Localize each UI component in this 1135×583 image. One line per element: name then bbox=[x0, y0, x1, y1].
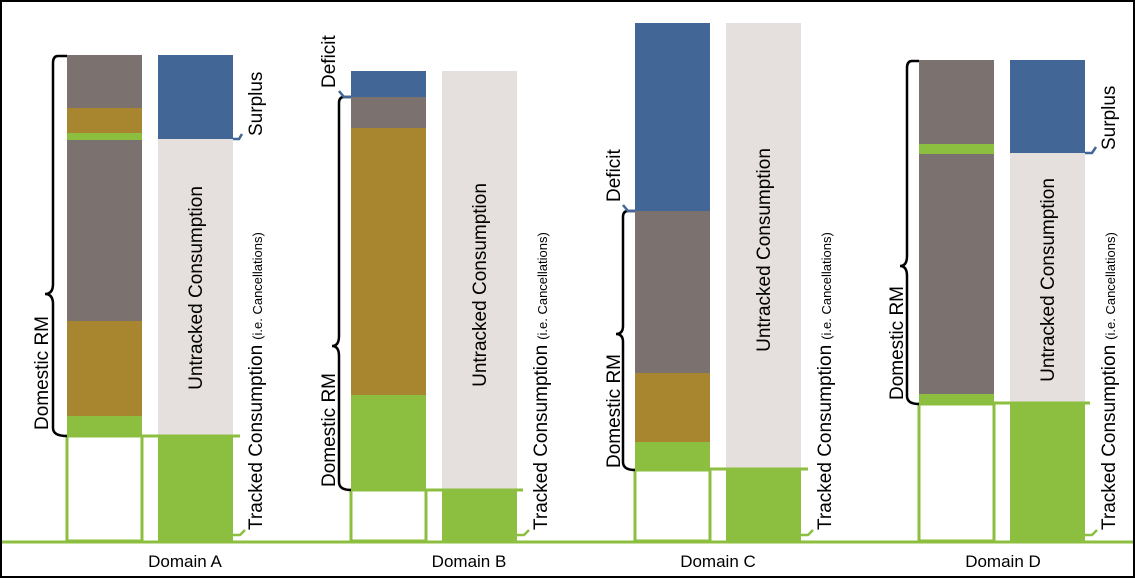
domain-d-tracked-block bbox=[1010, 403, 1085, 541]
domain-d-tracked-tick bbox=[1085, 529, 1098, 537]
domain-a-group: Domestic RM Untracked Consumption Surplu… bbox=[32, 54, 267, 571]
domain-b-rm-ochre bbox=[351, 128, 426, 395]
domain-b-deficit-block bbox=[351, 71, 426, 97]
domain-d-rm-green-thin bbox=[919, 144, 994, 154]
domain-a-tracked-main: Tracked Consumption bbox=[246, 345, 267, 530]
domain-b-tracked-note: (i.e. Cancellations) bbox=[535, 232, 550, 340]
domain-b-group: Domestic RM Deficit Untracked Consumptio… bbox=[319, 34, 552, 571]
domain-a-rm-green-bottom bbox=[67, 416, 142, 436]
domain-d-surplus-block bbox=[1010, 60, 1085, 153]
domain-a-surplus-tick bbox=[233, 133, 244, 141]
domain-d-rm-green-bottom bbox=[919, 394, 994, 404]
domain-a-tracked-block bbox=[158, 436, 233, 541]
domain-c-rm-green bbox=[635, 442, 710, 470]
domain-c-rm-bracket bbox=[615, 209, 636, 472]
domain-a-rm-ochre-bottom bbox=[67, 321, 142, 416]
domain-c-empty-box bbox=[633, 468, 712, 543]
domain-c-tracked-main: Tracked Consumption bbox=[815, 345, 836, 530]
domain-a-surplus-label: Surplus bbox=[246, 72, 267, 136]
domain-b-tracked-label: Tracked Consumption (i.e. Cancellations) bbox=[531, 232, 552, 530]
domain-c-tracked-note: (i.e. Cancellations) bbox=[819, 232, 834, 340]
domain-b-deficit-label: Deficit bbox=[319, 34, 340, 88]
domain-a-surplus-block bbox=[158, 55, 233, 139]
domain-d-untracked-block bbox=[1010, 153, 1085, 403]
domain-d-untracked-label: Untracked Consumption bbox=[1038, 178, 1059, 382]
domain-c-deficit-block bbox=[635, 23, 710, 211]
domain-a-rm-bracket bbox=[44, 54, 68, 438]
domain-c-tracked-label: Tracked Consumption (i.e. Cancellations) bbox=[815, 232, 836, 530]
domain-b-name: Domain B bbox=[432, 552, 507, 571]
domain-c-deficit-label: Deficit bbox=[604, 148, 625, 202]
domain-b-untracked-block bbox=[442, 71, 517, 490]
domain-c-tracked-block bbox=[726, 469, 801, 541]
domain-b-rm-green bbox=[351, 395, 426, 490]
domain-a-tracked-note: (i.e. Cancellations) bbox=[250, 232, 265, 340]
domain-c-untracked-block bbox=[726, 23, 801, 469]
domain-d-domestic-rm-label: Domestic RM bbox=[887, 286, 908, 400]
domain-b-rm-bracket bbox=[331, 95, 352, 492]
domain-c-tracked-tick bbox=[801, 529, 814, 537]
domain-a-domestic-rm-label: Domestic RM bbox=[32, 316, 53, 430]
domain-c-group: Domestic RM Deficit Untracked Consumptio… bbox=[604, 23, 836, 571]
domain-a-rm-gray-top bbox=[67, 55, 142, 108]
domain-d-tracked-label: Tracked Consumption (i.e. Cancellations) bbox=[1099, 232, 1120, 530]
domain-a-rm-green-thin bbox=[67, 133, 142, 140]
domain-c-rm-ochre bbox=[635, 373, 710, 442]
domain-a-tracked-label: Tracked Consumption (i.e. Cancellations) bbox=[246, 232, 267, 530]
domain-d-rm-gray-mid bbox=[919, 154, 994, 394]
domain-a-rm-gray-mid bbox=[67, 140, 142, 321]
domain-a-name: Domain A bbox=[148, 552, 222, 571]
domain-a-untracked-block bbox=[158, 139, 233, 436]
domain-b-rm-gray bbox=[351, 97, 426, 128]
domain-d-surplus-tick bbox=[1085, 146, 1098, 155]
domain-a-empty-box bbox=[65, 434, 144, 543]
domain-d-surplus-label: Surplus bbox=[1099, 86, 1120, 150]
domain-c-domestic-rm-label: Domestic RM bbox=[604, 354, 625, 468]
domain-b-empty-box bbox=[349, 488, 428, 543]
domain-b-tracked-tick bbox=[517, 529, 530, 537]
domain-a-rm-ochre-top bbox=[67, 108, 142, 133]
domain-b-domestic-rm-label: Domestic RM bbox=[319, 373, 340, 487]
domain-a-untracked-label: Untracked Consumption bbox=[186, 186, 207, 390]
domain-d-tracked-note: (i.e. Cancellations) bbox=[1103, 232, 1118, 340]
domain-d-group: Domestic RM Untracked Consumption Surplu… bbox=[887, 59, 1120, 571]
domain-a-tracked-tick bbox=[233, 529, 246, 537]
domain-d-rm-bracket bbox=[899, 59, 920, 406]
domain-b-untracked-label: Untracked Consumption bbox=[470, 183, 491, 387]
domain-d-name: Domain D bbox=[965, 552, 1041, 571]
domain-c-untracked-label: Untracked Consumption bbox=[754, 148, 775, 352]
domain-b-tracked-block bbox=[442, 490, 517, 541]
domain-d-rm-gray-top bbox=[919, 60, 994, 144]
domain-d-tracked-main: Tracked Consumption bbox=[1099, 345, 1120, 530]
domain-d-empty-box bbox=[917, 402, 996, 543]
domain-c-name: Domain C bbox=[680, 552, 756, 571]
domain-c-rm-gray bbox=[635, 211, 710, 373]
domain-b-deficit-tick bbox=[338, 90, 351, 99]
domain-c-deficit-tick bbox=[622, 204, 635, 213]
domain-b-tracked-main: Tracked Consumption bbox=[531, 345, 552, 530]
